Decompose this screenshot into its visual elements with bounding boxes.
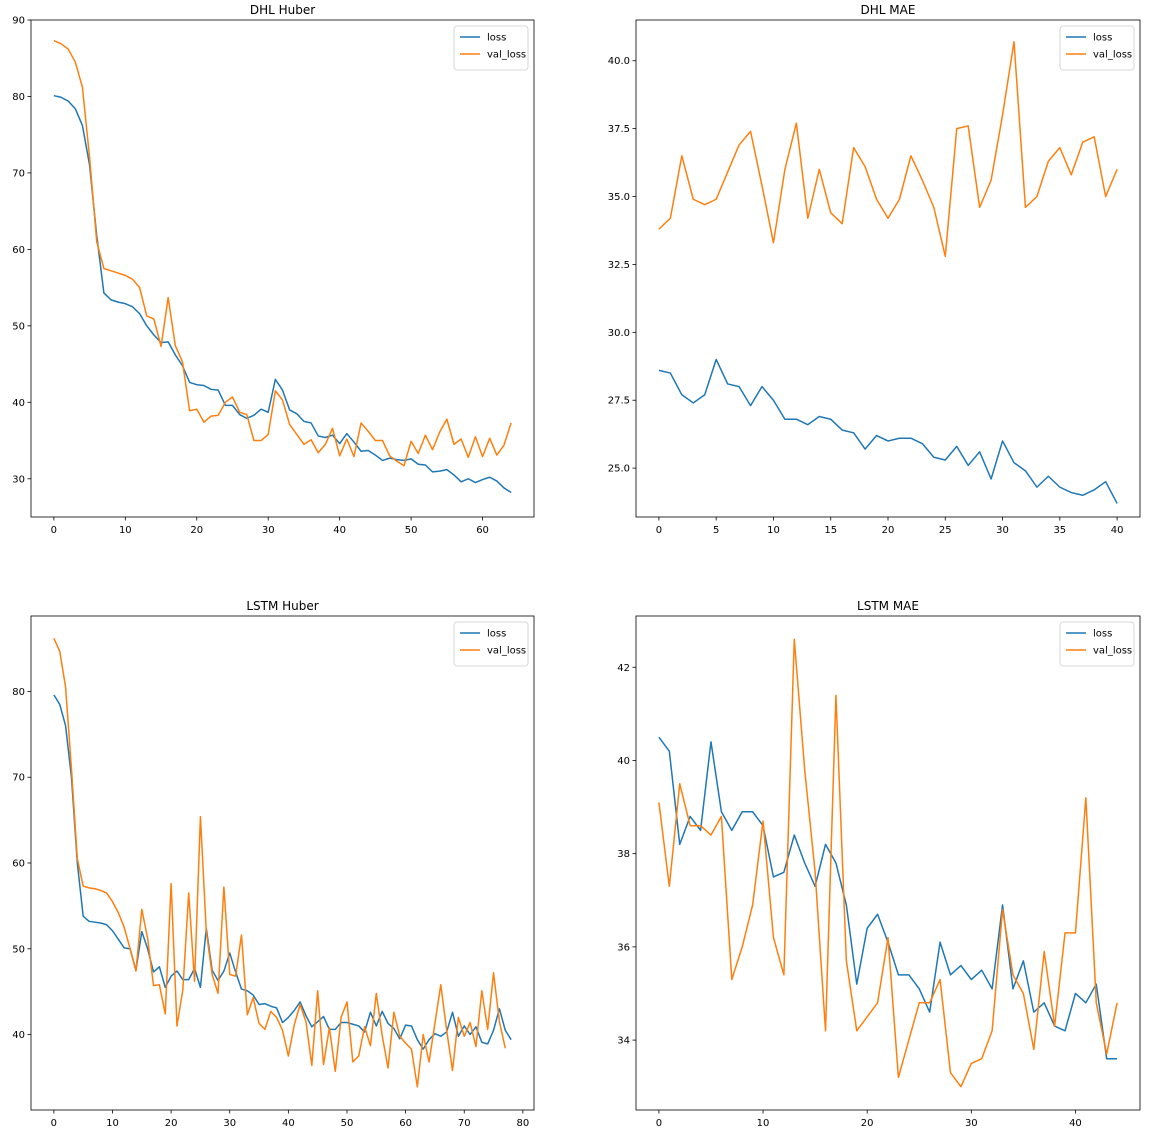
y-tick-label: 80	[12, 92, 25, 103]
legend-label-loss: loss	[487, 33, 506, 44]
y-tick-label: 30	[12, 474, 25, 485]
y-tick-label: 50	[12, 944, 25, 955]
x-tick-label: 20	[165, 1118, 178, 1129]
chart-title: LSTM MAE	[857, 599, 919, 613]
x-tick-label: 40	[1111, 525, 1124, 536]
series-line-val-loss	[658, 638, 1118, 1088]
y-tick-label: 90	[12, 16, 25, 27]
legend-label-val-loss: val_loss	[1093, 646, 1132, 657]
y-tick-label: 70	[12, 773, 25, 784]
chart-panel-3: LSTM Huber 0 10 20 30 40 50 60 70 80 40 50 60 70 80 los…	[12, 599, 535, 1129]
chart-panel-2: DHL MAE 0 5 10 15 20 25 30 35 40 25.0 27.5 30.0 32.5 3…	[608, 3, 1141, 536]
x-tick-label: 30	[996, 525, 1009, 536]
y-tick-label: 50	[12, 321, 25, 332]
chart-title: DHL MAE	[861, 3, 916, 17]
chart-panel-4: LSTM MAE 0 10 20 30 40 34 36 38 40 42 loss val_loss	[617, 599, 1141, 1129]
y-tick-label: 42	[617, 663, 630, 674]
chart-title: LSTM Huber	[246, 599, 318, 613]
legend-label-val-loss: val_loss	[487, 646, 526, 657]
legend-label-val-loss: val_loss	[1093, 50, 1132, 61]
series-line-val-loss	[53, 39, 512, 467]
x-tick-label: 30	[262, 525, 275, 536]
x-tick-label: 10	[106, 1118, 119, 1129]
y-tick-label: 30.0	[608, 328, 630, 339]
series-line-val-loss	[53, 637, 507, 1088]
y-tick-label: 80	[12, 687, 25, 698]
legend: loss val_loss	[453, 25, 529, 71]
axes-frame	[635, 615, 1141, 1111]
y-tick-label: 27.5	[608, 396, 630, 407]
series-line-loss	[658, 736, 1118, 1060]
x-tick-label: 80	[516, 1118, 529, 1129]
x-tick-label: 30	[965, 1118, 978, 1129]
y-tick-label: 60	[12, 859, 25, 870]
x-tick-label: 50	[405, 525, 418, 536]
x-tick-label: 40	[1069, 1118, 1082, 1129]
legend: loss val_loss	[1059, 621, 1135, 667]
legend-label-loss: loss	[1093, 33, 1112, 44]
chart-title: DHL Huber	[250, 3, 315, 17]
x-tick-label: 0	[656, 525, 662, 536]
x-tick-label: 50	[341, 1118, 354, 1129]
x-tick-label: 30	[223, 1118, 236, 1129]
y-tick-label: 40	[617, 756, 630, 767]
y-tick-label: 34	[617, 1036, 630, 1047]
x-tick-label: 10	[119, 525, 132, 536]
x-tick-label: 15	[824, 525, 837, 536]
y-tick-label: 36	[617, 942, 630, 953]
axes-frame	[635, 19, 1141, 518]
x-tick-label: 0	[51, 525, 57, 536]
x-tick-label: 0	[656, 1118, 662, 1129]
x-tick-label: 35	[1053, 525, 1066, 536]
series-line-loss	[658, 358, 1118, 504]
x-tick-label: 60	[399, 1118, 412, 1129]
y-tick-label: 38	[617, 849, 630, 860]
y-tick-label: 40	[12, 1030, 25, 1041]
y-tick-label: 35.0	[608, 192, 630, 203]
x-tick-label: 40	[333, 525, 346, 536]
legend-label-loss: loss	[1093, 629, 1112, 640]
x-tick-label: 10	[757, 1118, 770, 1129]
y-tick-label: 25.0	[608, 464, 630, 475]
x-tick-label: 70	[458, 1118, 471, 1129]
x-tick-label: 40	[282, 1118, 295, 1129]
x-tick-label: 20	[882, 525, 895, 536]
y-tick-label: 40	[12, 398, 25, 409]
y-tick-label: 37.5	[608, 124, 630, 135]
legend-label-loss: loss	[487, 629, 506, 640]
legend-label-val-loss: val_loss	[487, 50, 526, 61]
x-tick-label: 25	[939, 525, 952, 536]
y-tick-label: 32.5	[608, 260, 630, 271]
axes-frame	[30, 19, 535, 518]
x-tick-label: 60	[476, 525, 489, 536]
x-tick-label: 20	[190, 525, 203, 536]
x-tick-label: 0	[51, 1118, 57, 1129]
y-tick-label: 70	[12, 168, 25, 179]
series-line-val-loss	[658, 40, 1118, 258]
x-tick-label: 5	[713, 525, 719, 536]
x-tick-label: 20	[861, 1118, 874, 1129]
legend: loss val_loss	[453, 621, 529, 667]
series-line-loss	[53, 94, 512, 494]
x-tick-label: 10	[767, 525, 780, 536]
chart-panel-1: DHL Huber 0 10 20 30 40 50 60 30 40 50 60 70 80 90 loss…	[12, 3, 535, 536]
legend: loss val_loss	[1059, 25, 1135, 71]
y-tick-label: 40.0	[608, 56, 630, 67]
y-tick-label: 60	[12, 245, 25, 256]
